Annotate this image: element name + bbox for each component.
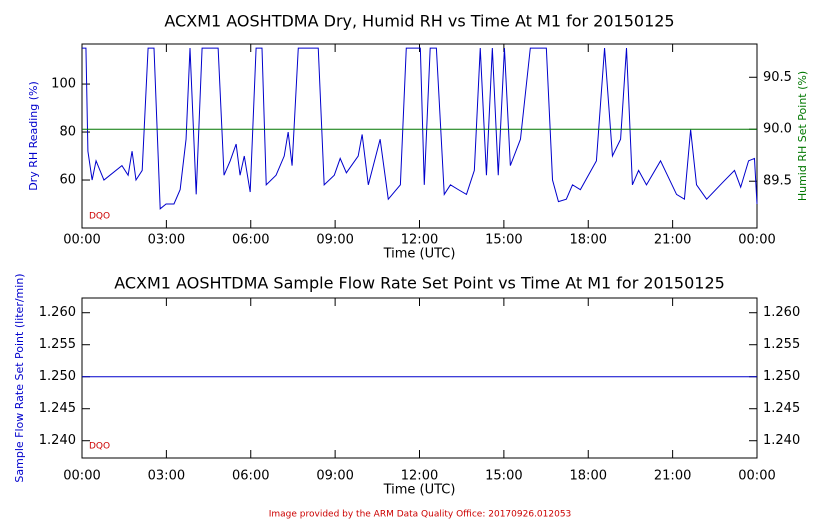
x-tick-label: 00:00 <box>738 233 775 248</box>
x-tick-label: 12:00 <box>401 233 438 248</box>
y-tick-label: 1.260 <box>39 305 76 320</box>
annotation: DQO <box>89 442 110 452</box>
y-tick-label: 100 <box>51 77 76 92</box>
y2-tick-label: 1.250 <box>763 369 800 384</box>
x-tick-label: 09:00 <box>316 469 353 484</box>
x-tick-label: 18:00 <box>570 469 607 484</box>
y2-tick-label: 90.0 <box>763 122 792 137</box>
x-tick-label: 00:00 <box>63 233 100 248</box>
y-axis-label: Dry RH Reading (%) <box>27 81 40 191</box>
x-tick-label: 06:00 <box>232 469 269 484</box>
y2-axis-label: Humid RH Set Point (%) <box>796 71 809 201</box>
x-tick-label: 00:00 <box>63 469 100 484</box>
y2-tick-label: 89.5 <box>763 174 792 189</box>
y-tick-label: 1.255 <box>39 337 76 352</box>
y2-tick-label: 1.240 <box>763 433 800 448</box>
x-tick-label: 15:00 <box>485 469 522 484</box>
chart-title: ACXM1 AOSHTDMA Dry, Humid RH vs Time At … <box>164 12 674 31</box>
y2-tick-label: 1.245 <box>763 401 800 416</box>
x-tick-label: 06:00 <box>232 233 269 248</box>
x-tick-label: 12:00 <box>401 469 438 484</box>
x-tick-label: 03:00 <box>148 469 185 484</box>
y2-tick-label: 90.5 <box>763 70 792 85</box>
x-tick-label: 18:00 <box>570 233 607 248</box>
y-tick-label: 60 <box>59 173 76 188</box>
y-tick-label: 80 <box>59 125 76 140</box>
x-axis-label: Time (UTC) <box>383 483 456 498</box>
y-tick-label: 1.250 <box>39 369 76 384</box>
y-tick-label: 1.245 <box>39 401 76 416</box>
data-line <box>82 47 758 210</box>
x-axis-label: Time (UTC) <box>383 247 456 262</box>
y2-tick-label: 1.260 <box>763 305 800 320</box>
y-axis-label: Sample Flow Rate Set Point (liter/min) <box>13 273 26 482</box>
footer: Image provided by the ARM Data Quality O… <box>269 510 572 520</box>
y-tick-label: 1.240 <box>39 433 76 448</box>
x-tick-label: 21:00 <box>654 233 691 248</box>
y2-tick-label: 1.255 <box>763 337 800 352</box>
x-tick-label: 00:00 <box>738 469 775 484</box>
x-tick-label: 09:00 <box>316 233 353 248</box>
annotation: DQO <box>89 212 110 222</box>
chart-title: ACXM1 AOSHTDMA Sample Flow Rate Set Poin… <box>114 274 725 293</box>
x-tick-label: 03:00 <box>148 233 185 248</box>
x-tick-label: 21:00 <box>654 469 691 484</box>
x-tick-label: 15:00 <box>485 233 522 248</box>
